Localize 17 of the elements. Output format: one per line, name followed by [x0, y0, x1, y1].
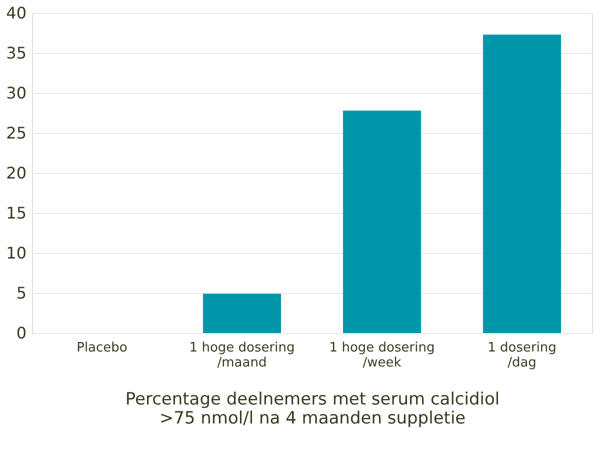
bar	[343, 110, 421, 333]
y-tick-label: 5	[16, 284, 26, 302]
x-axis-title: Percentage deelnemers met serum calcidiol >75 nmol/l na 4 maanden suppletie	[125, 390, 500, 428]
x-tick-label: Placebo	[76, 340, 128, 356]
y-tick-label: 40	[6, 4, 26, 22]
y-tick-label: 20	[6, 164, 26, 182]
x-tick-label: 1 dosering /dag	[488, 340, 556, 370]
x-tick-label: 1 hoge dosering /week	[329, 340, 435, 370]
y-tick-label: 10	[6, 244, 26, 262]
y-tick-label: 15	[6, 204, 26, 222]
bar	[203, 294, 281, 333]
x-tick-label: 1 hoge dosering /maand	[189, 340, 295, 370]
y-tick-label: 30	[6, 84, 26, 102]
bar	[483, 34, 561, 333]
y-tick-label: 25	[6, 124, 26, 142]
y-tick-label: 0	[16, 324, 26, 342]
y-tick-label: 35	[6, 44, 26, 62]
